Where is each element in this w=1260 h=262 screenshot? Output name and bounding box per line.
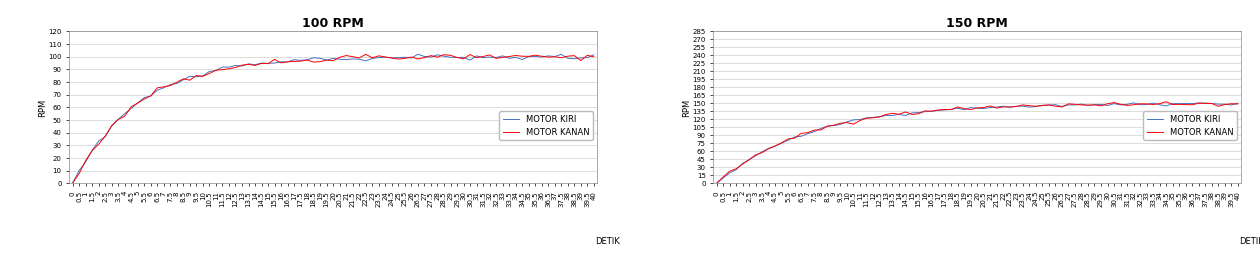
- MOTOR KIRI: [541, 54, 556, 57]
- MOTOR KIRI: [586, 53, 601, 56]
- MOTOR KIRI: [1230, 102, 1245, 105]
- MOTOR KANAN: [522, 55, 537, 58]
- Y-axis label: RPM: RPM: [38, 98, 47, 117]
- MOTOR KANAN: [352, 56, 367, 59]
- Y-axis label: RPM: RPM: [682, 98, 690, 117]
- Legend: MOTOR KIRI, MOTOR KANAN: MOTOR KIRI, MOTOR KANAN: [499, 111, 593, 140]
- MOTOR KANAN: [995, 105, 1011, 108]
- MOTOR KANAN: [586, 55, 601, 58]
- MOTOR KIRI: [1126, 101, 1142, 105]
- MOTOR KIRI: [1139, 103, 1154, 106]
- Title: 150 RPM: 150 RPM: [946, 17, 1008, 30]
- MOTOR KIRI: [522, 55, 537, 58]
- MOTOR KIRI: [1166, 102, 1181, 105]
- MOTOR KANAN: [456, 57, 471, 60]
- MOTOR KANAN: [1230, 102, 1245, 106]
- MOTOR KIRI: [411, 53, 426, 56]
- Line: MOTOR KIRI: MOTOR KIRI: [73, 54, 593, 183]
- MOTOR KIRI: [1184, 102, 1200, 105]
- MOTOR KANAN: [66, 182, 81, 185]
- MOTOR KANAN: [1034, 104, 1050, 107]
- MOTOR KANAN: [1133, 102, 1148, 105]
- MOTOR KANAN: [1094, 104, 1109, 107]
- Legend: MOTOR KIRI, MOTOR KANAN: MOTOR KIRI, MOTOR KANAN: [1143, 111, 1237, 140]
- MOTOR KIRI: [1034, 104, 1050, 107]
- MOTOR KANAN: [1184, 103, 1200, 106]
- MOTOR KANAN: [1159, 100, 1174, 103]
- MOTOR KIRI: [495, 54, 510, 57]
- X-axis label: DETIK: DETIK: [595, 237, 620, 245]
- Line: MOTOR KANAN: MOTOR KANAN: [717, 102, 1237, 183]
- MOTOR KIRI: [352, 58, 367, 61]
- MOTOR KIRI: [995, 105, 1011, 108]
- MOTOR KIRI: [1094, 103, 1109, 106]
- MOTOR KIRI: [66, 182, 81, 185]
- MOTOR KANAN: [541, 56, 556, 59]
- MOTOR KANAN: [495, 56, 510, 59]
- MOTOR KIRI: [391, 56, 406, 59]
- MOTOR KIRI: [709, 182, 724, 185]
- MOTOR KANAN: [1166, 103, 1181, 106]
- X-axis label: DETIK: DETIK: [1240, 237, 1260, 245]
- MOTOR KIRI: [456, 56, 471, 59]
- Line: MOTOR KANAN: MOTOR KANAN: [73, 54, 593, 183]
- Line: MOTOR KIRI: MOTOR KIRI: [717, 103, 1237, 183]
- Title: 100 RPM: 100 RPM: [302, 17, 364, 30]
- MOTOR KANAN: [709, 182, 724, 185]
- MOTOR KANAN: [358, 53, 373, 56]
- MOTOR KANAN: [397, 57, 412, 60]
